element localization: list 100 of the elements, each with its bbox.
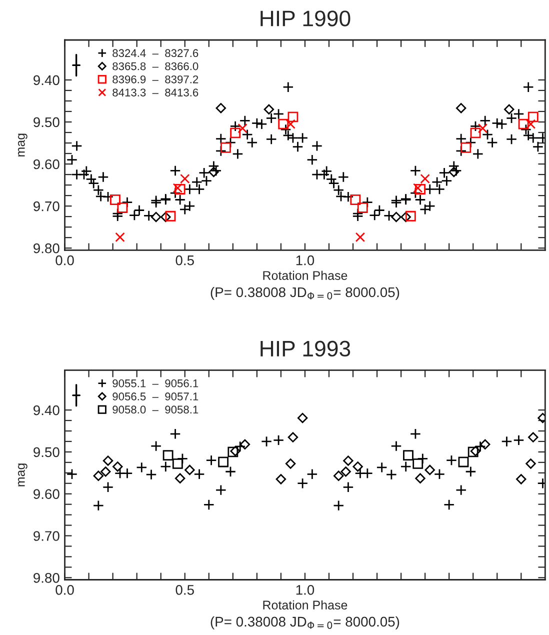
- point: [162, 450, 174, 460]
- x-tick-label: 0.0: [56, 584, 74, 595]
- point: [110, 194, 120, 205]
- point: [218, 456, 229, 468]
- x-tick-label: 0.0: [56, 255, 74, 266]
- point: [434, 468, 446, 480]
- point: [230, 128, 241, 138]
- y-tick-label: 9.50: [34, 117, 60, 128]
- point: [501, 436, 512, 448]
- point: [513, 434, 524, 446]
- legend-label: 8413.3 – 8413.6: [112, 88, 198, 96]
- point: [272, 434, 284, 446]
- point: [285, 458, 296, 469]
- point: [100, 466, 111, 477]
- point: [504, 104, 514, 114]
- point: [172, 458, 183, 469]
- chart-title: HIP 1990: [260, 10, 350, 26]
- point: [528, 432, 538, 442]
- y-axis-title: mag: [18, 134, 28, 156]
- point: [165, 210, 176, 222]
- x-axis-title: Rotation Phase: [263, 270, 348, 280]
- point: [444, 499, 455, 510]
- point: [297, 478, 308, 489]
- point: [146, 469, 157, 480]
- point: [220, 142, 231, 153]
- x-tick-label: 0.5: [176, 255, 194, 266]
- point: [333, 470, 344, 481]
- point: [102, 456, 114, 466]
- point: [92, 500, 104, 512]
- point: [417, 453, 428, 464]
- point: [112, 461, 123, 472]
- point: [66, 468, 78, 480]
- point: [474, 440, 486, 452]
- text: (P= 0.38008 JD$_{Φ=0}$= 8000.05): [210, 286, 400, 300]
- point: [480, 439, 490, 450]
- point: [215, 484, 226, 496]
- chart-title: HIP 1993: [260, 340, 350, 357]
- point: [350, 194, 361, 205]
- y-tick-label: 9.70: [34, 531, 60, 541]
- y-tick-label: 9.40: [34, 75, 60, 86]
- x-tick-label: 0.5: [176, 584, 194, 595]
- y-tick-label: 9.70: [34, 201, 60, 212]
- point: [415, 473, 426, 484]
- point: [403, 450, 414, 460]
- point: [420, 174, 430, 184]
- point: [194, 468, 205, 480]
- point: [460, 142, 472, 153]
- point: [260, 436, 272, 448]
- point: [465, 466, 476, 478]
- text: (P= 0.38008 JD$_{Φ=0}$= 8000.05): [210, 616, 400, 630]
- point: [456, 102, 466, 114]
- point: [391, 212, 402, 222]
- point: [288, 432, 298, 442]
- legend-label: 9056.5 – 9057.1: [112, 392, 198, 400]
- point: [528, 112, 538, 122]
- point: [150, 212, 162, 222]
- point: [333, 500, 344, 512]
- point: [278, 118, 289, 130]
- point: [342, 482, 354, 493]
- legend-label: 8365.8 – 8366.0: [112, 62, 198, 70]
- y-tick-label: 9.80: [34, 243, 60, 254]
- point: [400, 212, 411, 222]
- point: [297, 412, 308, 424]
- point: [412, 458, 424, 469]
- point: [526, 458, 536, 469]
- point: [117, 202, 128, 213]
- point: [400, 461, 412, 472]
- point: [306, 468, 318, 480]
- y-tick-label: 9.40: [34, 405, 60, 416]
- y-tick-label: 9.50: [34, 447, 60, 458]
- point: [174, 184, 186, 194]
- point: [415, 184, 426, 194]
- legend-label: 9055.1 – 9056.1: [112, 379, 198, 388]
- point: [174, 473, 186, 484]
- x-tick-label: 1.0: [296, 255, 314, 266]
- point: [160, 461, 172, 472]
- point: [412, 183, 423, 193]
- point: [518, 118, 529, 130]
- point: [203, 499, 214, 510]
- point: [234, 440, 246, 452]
- point: [405, 210, 416, 222]
- y-tick-label: 9.80: [34, 572, 60, 583]
- x-tick-label: 1.0: [296, 584, 314, 595]
- point: [136, 462, 148, 473]
- y-tick-label: 9.60: [34, 489, 60, 500]
- point: [170, 428, 181, 440]
- point: [470, 128, 481, 138]
- point: [390, 440, 402, 452]
- y-axis-title: mag: [18, 464, 28, 486]
- legend-label: 9058.0 – 9058.1: [112, 406, 198, 414]
- legend-label: 8396.9 – 8397.2: [112, 75, 198, 84]
- point: [516, 474, 526, 484]
- point: [228, 446, 238, 458]
- point: [172, 183, 183, 193]
- point: [458, 456, 469, 468]
- point: [410, 428, 422, 440]
- point: [355, 232, 366, 242]
- point: [376, 462, 388, 473]
- point: [343, 456, 354, 466]
- y-tick-label: 9.60: [34, 159, 60, 170]
